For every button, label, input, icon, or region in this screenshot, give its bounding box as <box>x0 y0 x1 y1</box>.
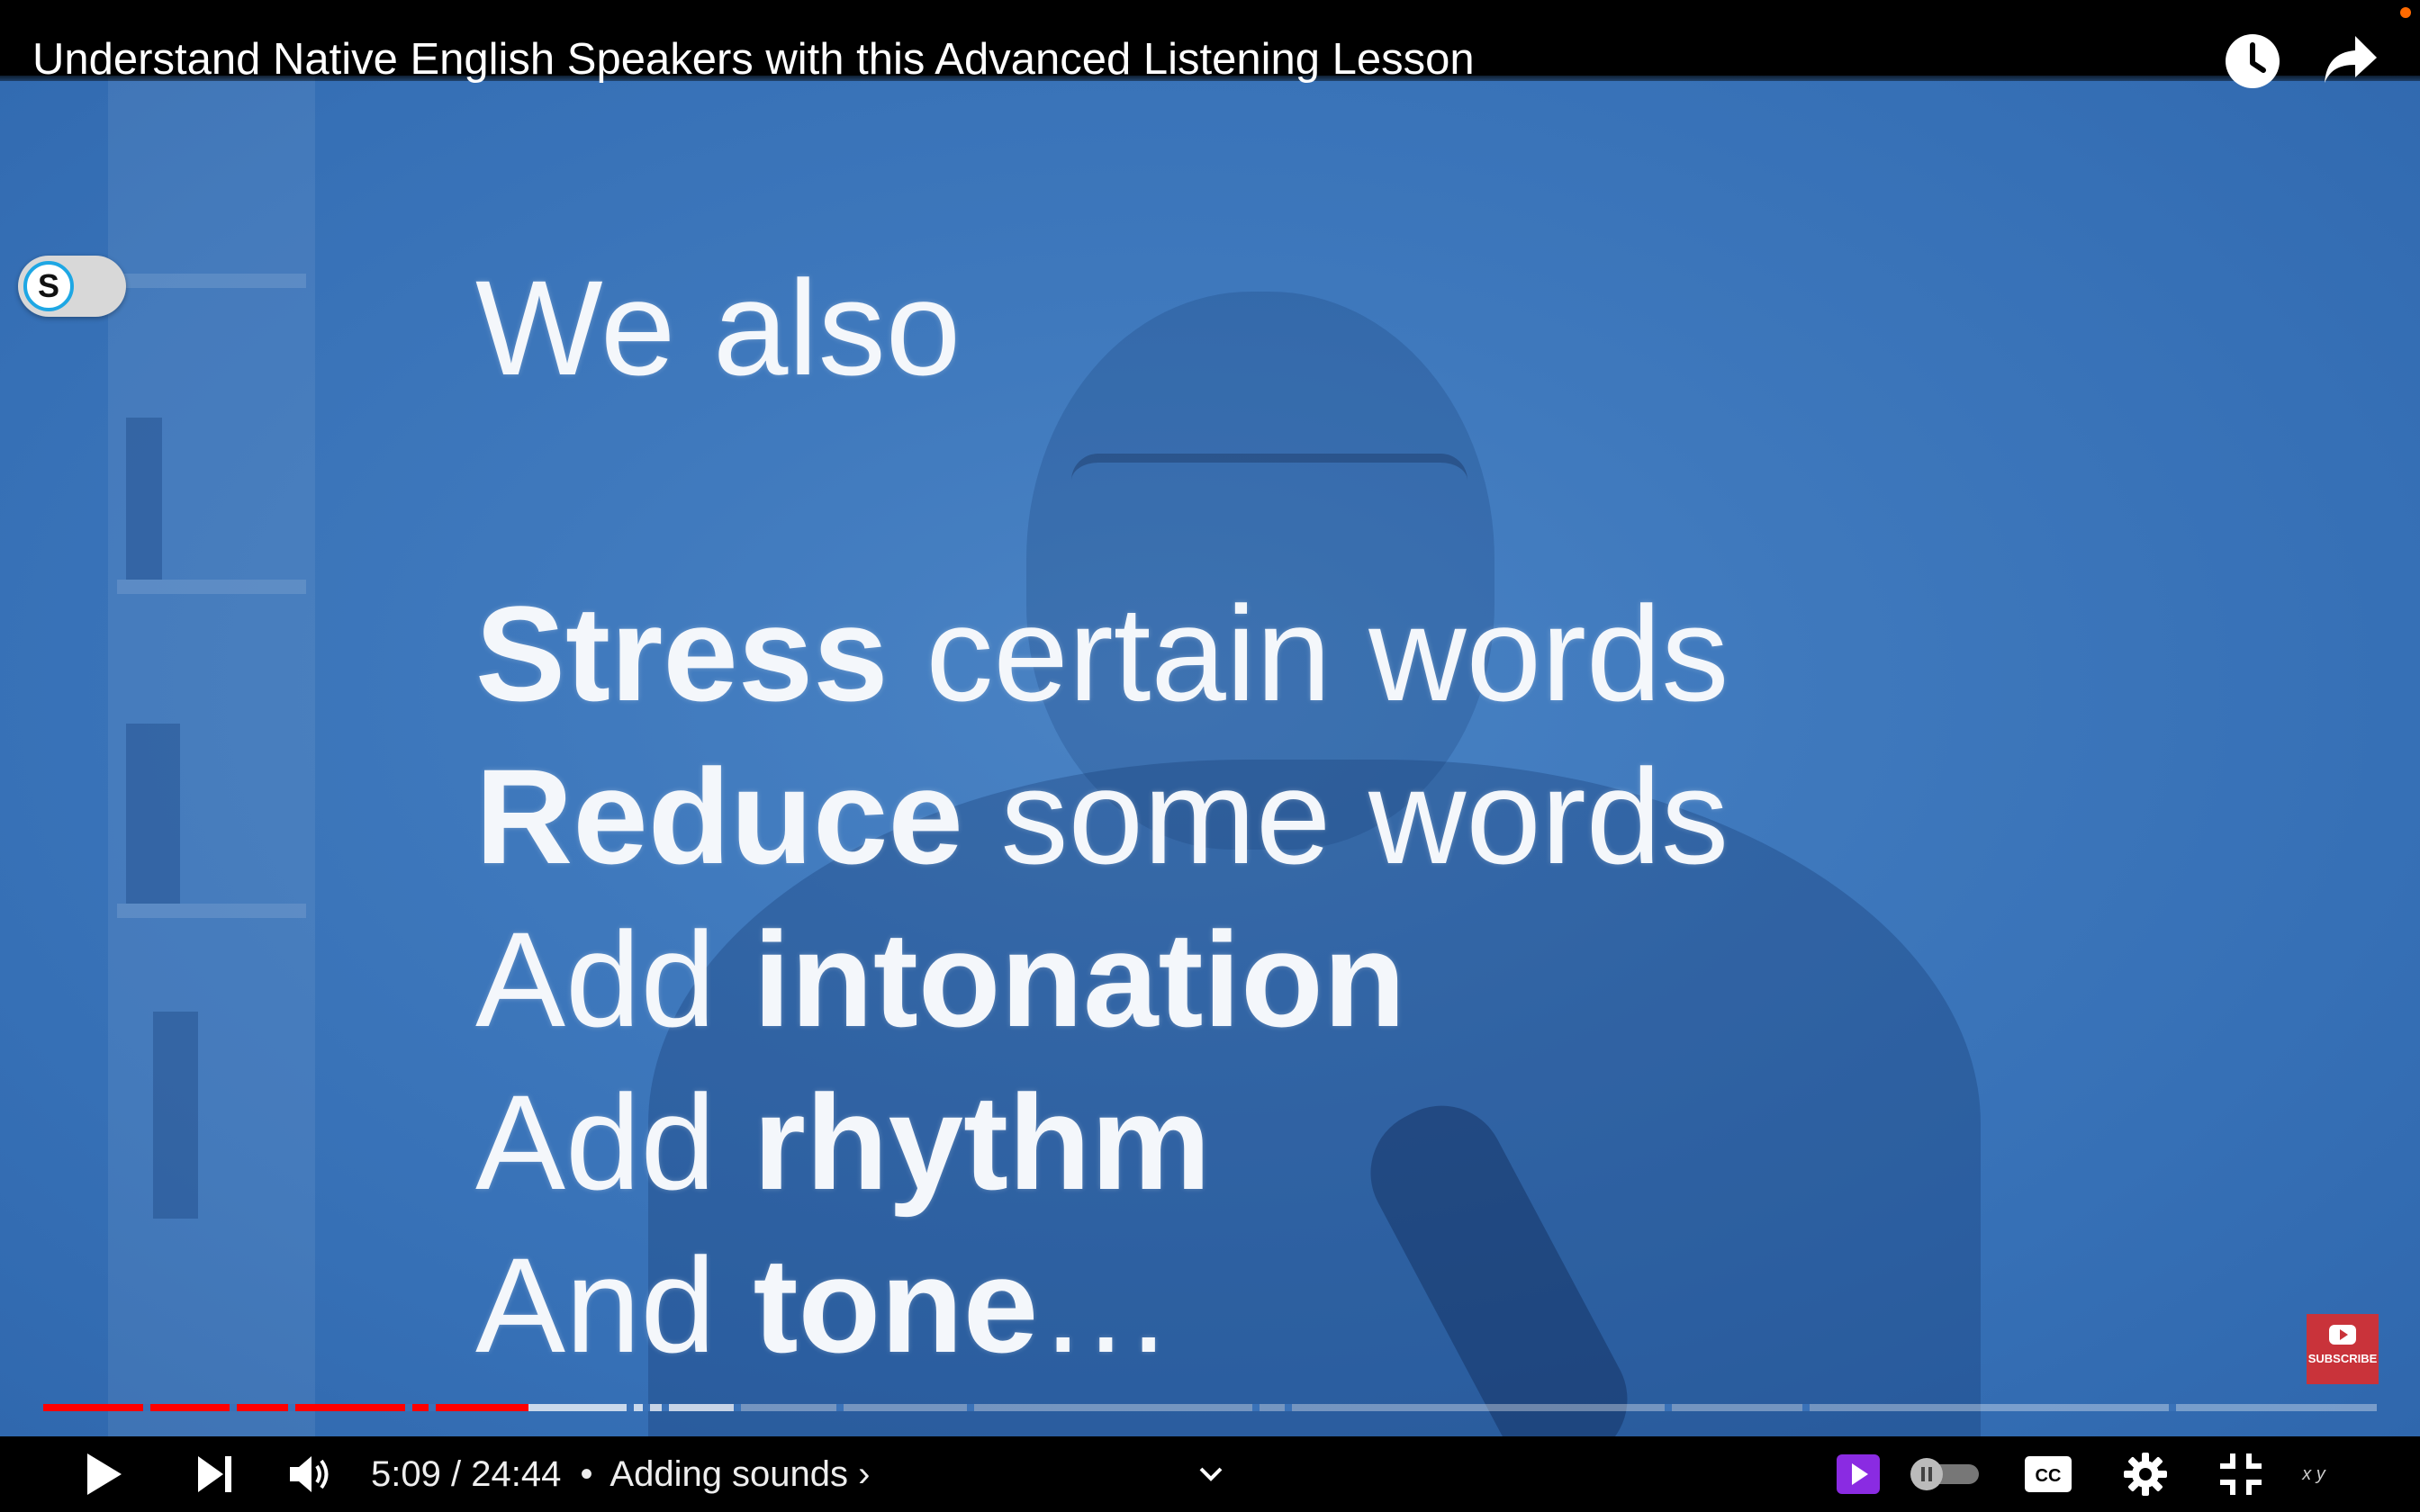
volume-icon[interactable] <box>279 1436 342 1512</box>
chapter-marker <box>428 1404 436 1411</box>
play-icon[interactable] <box>72 1436 135 1512</box>
next-icon[interactable] <box>184 1436 247 1512</box>
video-title[interactable]: Understand Native English Speakers with … <box>32 35 1475 84</box>
progress-played <box>43 1404 529 1411</box>
slide-line-2: Reduce some words <box>475 735 1729 898</box>
chapter-bullet: • <box>580 1454 593 1494</box>
shelf-board <box>117 580 306 594</box>
top-bar: Understand Native English Speakers with … <box>0 0 2420 88</box>
slide-line-4: Add rhythm <box>475 1061 1729 1224</box>
extension-toggle[interactable]: S <box>18 256 126 317</box>
slide-line-bold: tone <box>753 1229 1039 1381</box>
chapter-marker <box>2169 1404 2177 1411</box>
book <box>126 418 162 580</box>
recording-indicator <box>2400 7 2411 18</box>
chapter-marker <box>288 1404 296 1411</box>
current-time: 5:09 <box>371 1454 441 1494</box>
slide-line-5: And tone… <box>475 1224 1729 1387</box>
settings-gear-icon[interactable] <box>2118 1436 2173 1512</box>
miniplayer-play-icon[interactable] <box>1833 1436 1883 1512</box>
player-controls: 5:09 / 24:44 • Adding sounds › CC <box>0 1436 2420 1512</box>
extension-s-icon: S <box>23 261 74 311</box>
book <box>153 1012 198 1219</box>
chapter-marker <box>1802 1404 1810 1411</box>
chapter-marker <box>404 1404 412 1411</box>
chapter-chevron-icon[interactable]: › <box>858 1454 871 1494</box>
slide-line-text: some words <box>962 741 1729 892</box>
shelf-board <box>117 274 306 288</box>
cc-icon[interactable]: CC <box>2020 1436 2076 1512</box>
progress-bar[interactable] <box>43 1404 2377 1411</box>
video-frame[interactable]: We also Stress certain words Reduce some… <box>0 76 2420 1436</box>
chapter-marker <box>230 1404 238 1411</box>
exit-fullscreen-icon[interactable] <box>2213 1436 2269 1512</box>
slide-line-text: certain words <box>888 578 1729 729</box>
slide-line-bold: Reduce <box>475 741 963 892</box>
share-icon[interactable] <box>2321 32 2384 95</box>
progress-track <box>43 1404 2377 1411</box>
chapter-marker <box>143 1404 151 1411</box>
slide-line-0: We also <box>475 247 1729 410</box>
slide-line-3: Add intonation <box>475 898 1729 1061</box>
chapter-marker <box>1665 1404 1673 1411</box>
slide-line-1: Stress certain words <box>475 572 1729 735</box>
chapter-marker <box>967 1404 975 1411</box>
subscribe-label: SUBSCRIBE <box>2307 1352 2378 1365</box>
subscribe-button[interactable]: SUBSCRIBE <box>2307 1314 2379 1384</box>
presenter-head <box>1026 292 1494 850</box>
time-display: 5:09 / 24:44 • Adding sounds › <box>371 1436 871 1512</box>
presenter-body <box>648 760 1981 1436</box>
youtube-logo-icon <box>2329 1325 2356 1345</box>
slide-line-bold: intonation <box>753 904 1406 1055</box>
chapter-marker <box>1284 1404 1292 1411</box>
presenter-glasses <box>1071 454 1467 562</box>
slide-text: We also Stress certain words Reduce some… <box>475 247 1729 1387</box>
chapter-title[interactable]: Adding sounds <box>610 1454 849 1494</box>
slide-line-text: We also <box>475 252 962 403</box>
autoplay-toggle[interactable] <box>1907 1436 1982 1512</box>
slide-line-text: Add <box>475 1066 754 1218</box>
time-separator: / <box>450 1454 462 1494</box>
slide-line-bold: rhythm <box>753 1066 1211 1218</box>
slide-line-text: Add <box>475 904 754 1055</box>
extra-glyph: x y <box>2302 1463 2325 1484</box>
chapter-marker <box>661 1404 669 1411</box>
shelf-board <box>117 904 306 918</box>
bookshelf <box>108 76 315 1436</box>
duration: 24:44 <box>471 1454 562 1494</box>
clock-icon[interactable] <box>2224 32 2287 95</box>
chapter-marker <box>643 1404 651 1411</box>
slide-line-text: … <box>1038 1229 1174 1381</box>
chapter-marker <box>734 1404 742 1411</box>
chapter-marker <box>836 1404 844 1411</box>
svg-text:CC: CC <box>2036 1466 2062 1486</box>
slide-line-text: And <box>475 1229 754 1381</box>
chapter-marker <box>1251 1404 1260 1411</box>
book <box>126 724 180 904</box>
chevron-down-icon[interactable] <box>1188 1436 1233 1512</box>
chapter-marker <box>627 1404 634 1411</box>
slide-line-bold: Stress <box>475 578 889 729</box>
